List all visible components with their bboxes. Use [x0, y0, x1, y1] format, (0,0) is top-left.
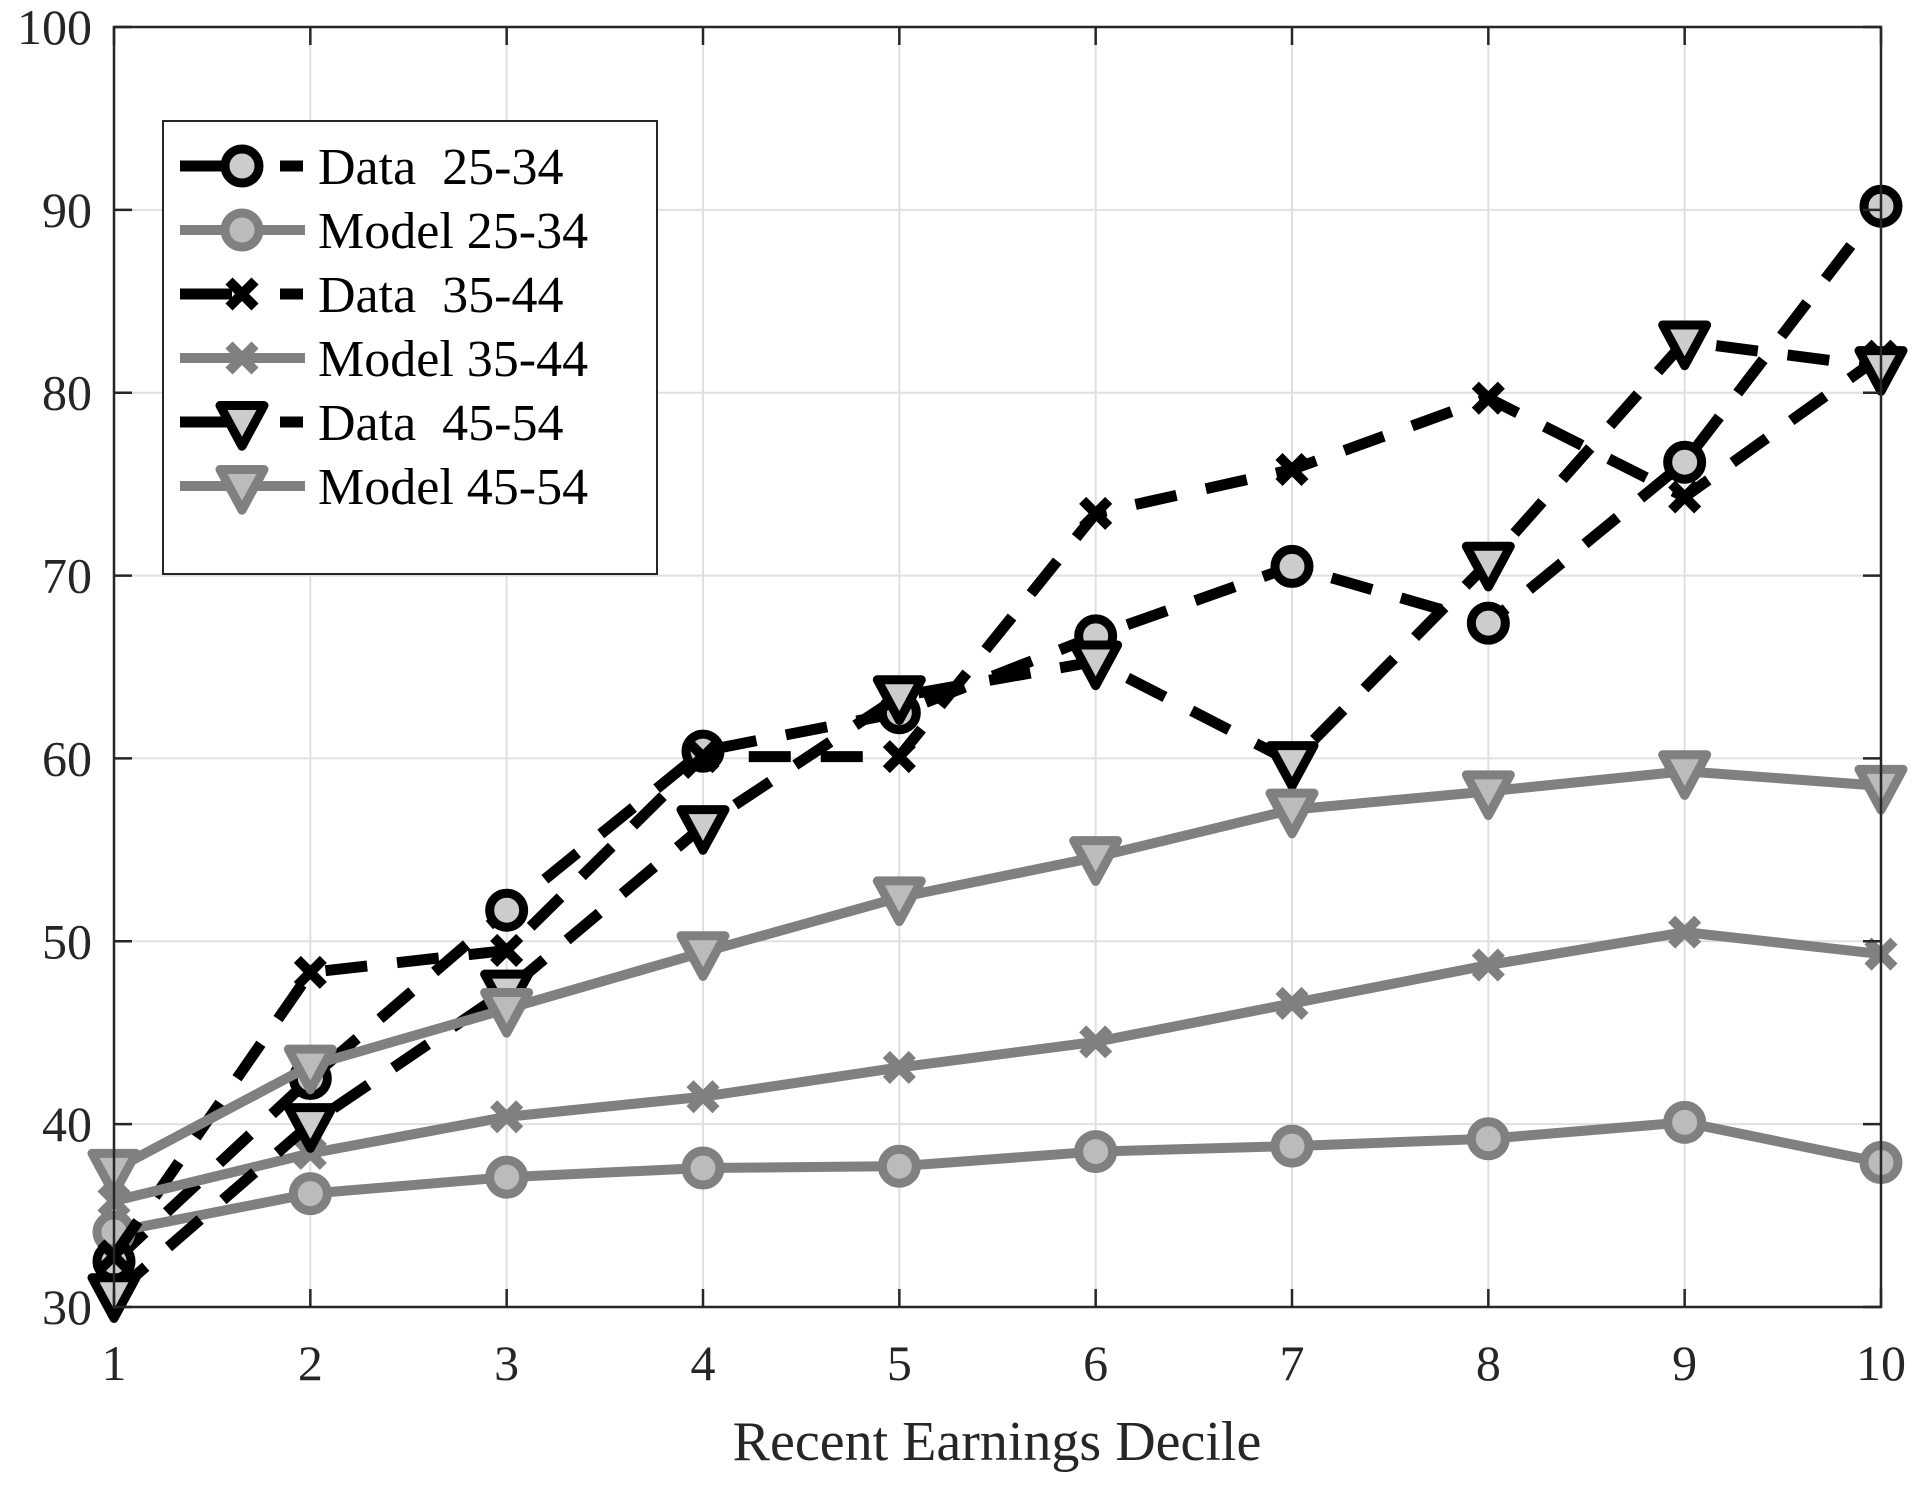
x-marker — [686, 1080, 720, 1114]
legend-label: Data 45-54 — [318, 395, 563, 452]
x-tick-label: 1 — [102, 1335, 127, 1391]
series-model-45-54 — [87, 750, 1908, 1199]
x-tick-label: 9 — [1672, 1335, 1697, 1391]
triangle-down-marker — [1461, 770, 1515, 821]
x-tick-label: 4 — [691, 1335, 716, 1391]
circle-marker — [1466, 601, 1510, 645]
triangle-down-marker — [480, 987, 534, 1038]
x-tick-label: 2 — [298, 1335, 323, 1391]
series-line — [113, 1117, 1883, 1237]
x-tick-label: 3 — [494, 1335, 519, 1391]
circle-marker — [1074, 1130, 1118, 1174]
legend-item: Model 35-44 — [180, 331, 588, 388]
triangle-down-marker — [1265, 788, 1319, 839]
triangle-down-marker — [215, 401, 269, 451]
x-tick-label: 8 — [1476, 1335, 1501, 1391]
circle-marker — [1663, 1100, 1707, 1144]
legend: Data 25-34 Model 25-34 Data 35-44 Model 35-… — [162, 120, 658, 575]
legend-item: Data 45-54 — [180, 395, 563, 452]
circle-marker — [681, 1146, 725, 1190]
x-marker — [1668, 915, 1702, 949]
x-tick-label: 10 — [1856, 1335, 1906, 1391]
triangle-down-marker — [872, 876, 926, 927]
legend-label: Model 45-54 — [318, 459, 588, 516]
series-line — [112, 927, 1882, 1206]
triangle-down-marker — [1069, 640, 1123, 691]
x-marker — [882, 740, 916, 774]
x-marker — [1471, 948, 1505, 982]
circle-marker — [220, 208, 264, 252]
y-tick-label: 90 — [42, 182, 92, 238]
y-tick-label: 30 — [42, 1279, 92, 1335]
x-marker — [1079, 496, 1113, 530]
x-axis-title: Recent Earnings Decile — [733, 1411, 1262, 1473]
series-line — [109, 351, 1885, 1259]
triangle-down-marker — [1658, 320, 1712, 371]
series-model-25-34 — [92, 1100, 1903, 1254]
triangle-down-marker — [676, 805, 730, 855]
y-tick-label: 80 — [42, 365, 92, 421]
triangle-down-marker — [1069, 836, 1123, 886]
x-marker — [293, 955, 327, 989]
circle-marker — [485, 888, 529, 932]
triangle-down-marker — [1265, 741, 1319, 791]
x-marker — [293, 1136, 327, 1170]
triangle-down-marker — [215, 465, 269, 515]
x-marker — [1275, 986, 1309, 1020]
axes-box — [112, 25, 1883, 1309]
circle-marker — [288, 1172, 332, 1216]
x-tick-label: 7 — [1280, 1335, 1305, 1391]
series-line — [110, 336, 1882, 1299]
circle-marker — [1663, 440, 1707, 484]
triangle-down-marker — [283, 1044, 337, 1095]
circle-marker — [220, 144, 264, 188]
x-tick-label: 5 — [887, 1335, 912, 1391]
y-tick-label: 70 — [42, 548, 92, 604]
series-model-35-44 — [97, 915, 1898, 1218]
circle-marker — [1270, 544, 1314, 588]
x-marker — [686, 740, 720, 774]
legend-label: Data 35-44 — [318, 267, 563, 324]
y-tick-label: 100 — [17, 0, 92, 55]
x-marker — [1079, 1025, 1113, 1059]
x-marker — [225, 341, 259, 375]
legend-item: Model 25-34 — [180, 203, 588, 260]
circle-marker — [877, 1144, 921, 1188]
series-layer — [87, 184, 1908, 1323]
triangle-down-marker — [872, 675, 926, 725]
y-tick-label: 40 — [42, 1096, 92, 1152]
axes — [112, 25, 1883, 1309]
tick-labels: 1 2 3 4 5 6 7 8 9 10 30 40 50 60 70 80 90 100 — [17, 0, 1906, 1391]
x-marker — [1471, 381, 1505, 415]
circle-marker — [485, 1155, 529, 1199]
triangle-down-marker — [1461, 541, 1515, 592]
y-tick-label: 60 — [42, 730, 92, 786]
triangle-down-marker — [676, 931, 730, 981]
triangle-down-marker — [1658, 750, 1712, 800]
legend-item: Data 35-44 — [180, 267, 563, 324]
legend-label: Data 25-34 — [318, 139, 563, 196]
x-marker — [490, 933, 524, 967]
circle-marker — [1270, 1124, 1314, 1168]
x-marker — [490, 1100, 524, 1134]
x-marker — [1275, 452, 1309, 487]
legend-label: Model 35-44 — [318, 331, 588, 388]
x-marker — [225, 277, 259, 311]
y-tick-label: 50 — [42, 913, 92, 969]
legend-item: Data 25-34 — [180, 139, 563, 196]
legend-label: Model 25-34 — [318, 203, 588, 260]
circle-marker — [1466, 1117, 1510, 1161]
x-tick-label: 6 — [1083, 1335, 1108, 1391]
triangle-down-marker — [283, 1103, 337, 1153]
x-marker — [882, 1050, 916, 1084]
series-line — [111, 766, 1882, 1175]
legend-item: Model 45-54 — [180, 459, 588, 516]
x-marker — [1668, 480, 1702, 514]
